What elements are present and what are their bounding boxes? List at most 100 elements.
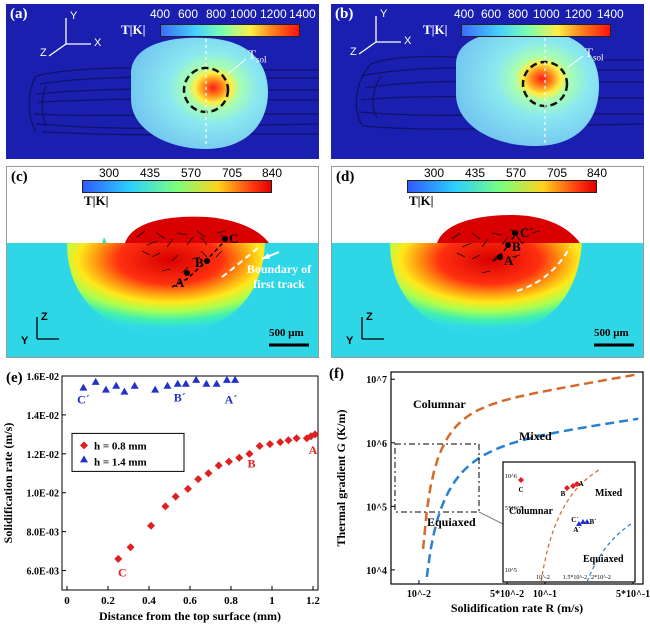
plot-area	[61, 375, 319, 591]
panel-c-label: (c)	[11, 169, 28, 185]
axis-x-label: X	[404, 35, 412, 47]
data-point-h14	[91, 377, 100, 385]
x-axis-title: Solidification rate R (m/s)	[451, 601, 583, 615]
colorbar	[461, 24, 611, 37]
data-point-h14	[202, 379, 211, 387]
x-tick-label: 0.8	[224, 595, 238, 607]
inset-x-tick-label: 10^-2	[536, 575, 550, 581]
zoom-arrow	[478, 511, 504, 525]
x-tick-label: 0.4	[142, 595, 156, 607]
colorbar	[160, 24, 300, 37]
data-point-h14	[120, 387, 129, 395]
colorbar-tick: 400	[150, 7, 171, 21]
y-tick-label: 1.0E-02	[27, 489, 60, 500]
y-tick-label: 10^5	[366, 502, 387, 513]
data-point-h14	[163, 381, 172, 389]
point-label: C´	[520, 225, 534, 240]
colorbar-tick: 435	[465, 166, 486, 180]
panel-b-field	[355, 16, 644, 146]
colorbar-unit: T|K|	[409, 193, 434, 208]
panel-a-field	[28, 18, 319, 150]
scale-bar-label: 500 μm	[269, 327, 304, 339]
chart-e: (e) 0 0.2 0.4 0.6 0.8 1 1.2 6.0E-03 8.0E-03 1.0E-0…	[1, 370, 320, 623]
x-tick-label: 5*10^-1	[616, 589, 650, 600]
panel-a: (a) T|K| 400 600 800 1000 1200 1400 Tsol…	[6, 4, 319, 159]
inset-point-label: A´	[573, 526, 581, 534]
y-axis-title: Solidification rate (m/s)	[1, 423, 15, 544]
data-point-h08	[292, 434, 301, 443]
chart-f: (f) 10^-2 5*10^-2 10^-1 5*10^-1 10^4 10^5 10^6 1…	[329, 366, 650, 615]
axis-x-label: X	[94, 37, 102, 49]
colorbar-tick: 1000	[533, 7, 560, 21]
panel-d-label: (d)	[336, 169, 355, 185]
point-label: B´	[174, 390, 186, 404]
legend-marker-h08	[80, 441, 88, 450]
data-point-h14	[192, 375, 201, 383]
region-label: Equiaxed	[427, 515, 476, 529]
data-point-h08	[126, 543, 135, 552]
data-point-h14	[212, 379, 221, 387]
data-point-h14	[173, 379, 182, 387]
y-tick-label: 10^6	[366, 439, 387, 450]
colorbar-tick: 400	[454, 7, 475, 21]
colorbar-unit: T|K|	[121, 22, 146, 37]
tsol-label: Tsol	[585, 45, 604, 63]
inset-y-tick-label: 10^6	[505, 474, 517, 480]
data-point-h14	[79, 383, 88, 391]
colorbar-tick: 705	[222, 166, 243, 180]
data-point-h08	[306, 432, 315, 441]
colorbar-unit: T|K|	[84, 193, 109, 208]
point-label: B	[195, 255, 204, 270]
data-point-h08	[255, 442, 264, 451]
data-point-h14	[130, 381, 139, 389]
inset-x-tick-label: 2*10^-2	[591, 575, 611, 581]
colorbar-tick: 435	[140, 166, 161, 180]
inset-x-tick-label: 1.5*10^-2	[563, 575, 587, 581]
data-point-h08	[224, 457, 233, 466]
panel-b: (b) T|K| 400 600 800 1000 1200 1400 Tsol…	[331, 4, 644, 159]
point-label: B´	[512, 239, 525, 254]
data-point-h14	[222, 375, 231, 383]
point-label: C´	[77, 392, 90, 406]
inset-point-label: C	[518, 486, 523, 494]
panel-c: (c) T|K| 300 435 570 705 840 A B C Bound…	[6, 166, 319, 358]
point-label: A	[175, 275, 185, 290]
inset-point-label: B	[561, 490, 566, 498]
point-label: C	[118, 565, 127, 579]
colorbar-tick: 300	[424, 166, 445, 180]
axis-y-label: Y	[380, 8, 388, 20]
colorbar-tick: 840	[262, 166, 283, 180]
scale-bar-label: 500 μm	[594, 327, 629, 339]
point-label: A´	[225, 392, 238, 406]
inset-point-label: C´	[571, 516, 579, 524]
inset-point-h14	[584, 519, 590, 524]
x-tick-label: 0.6	[183, 595, 197, 607]
axis-z-label: Z	[350, 46, 357, 58]
colorbar-tick: 570	[506, 166, 527, 180]
colorbar-tick: 1400	[289, 7, 316, 21]
x-tick-label: 1	[269, 595, 275, 607]
y-tick-label: 10^4	[366, 566, 387, 577]
x-tick-label: 0.2	[101, 595, 115, 607]
point-label: A	[309, 443, 318, 457]
data-point-h14	[151, 385, 160, 393]
colorbar-tick: 300	[99, 166, 120, 180]
data-point-h08	[235, 453, 244, 462]
data-point-h14	[112, 381, 121, 389]
panel-a-label: (a)	[10, 6, 28, 22]
data-point-h08	[311, 430, 320, 439]
point-label: C	[229, 231, 239, 246]
legend-marker-h14	[80, 455, 88, 463]
inset-point-h08	[518, 477, 524, 483]
y-tick-label: 1.4E-02	[27, 411, 60, 422]
data-point-h08	[245, 449, 254, 458]
panel-b-label: (b)	[335, 6, 354, 22]
axis-z-label: Z	[41, 311, 48, 323]
colorbar-tick: 800	[508, 7, 529, 21]
data-point-h08	[204, 469, 213, 478]
x-axis-title: Distance from the top surface (mm)	[99, 609, 281, 623]
y-tick-label: 1.6E-02	[27, 372, 60, 383]
point-label: B	[247, 457, 255, 471]
data-point-h08	[171, 492, 180, 501]
data-point-h08	[114, 554, 123, 563]
